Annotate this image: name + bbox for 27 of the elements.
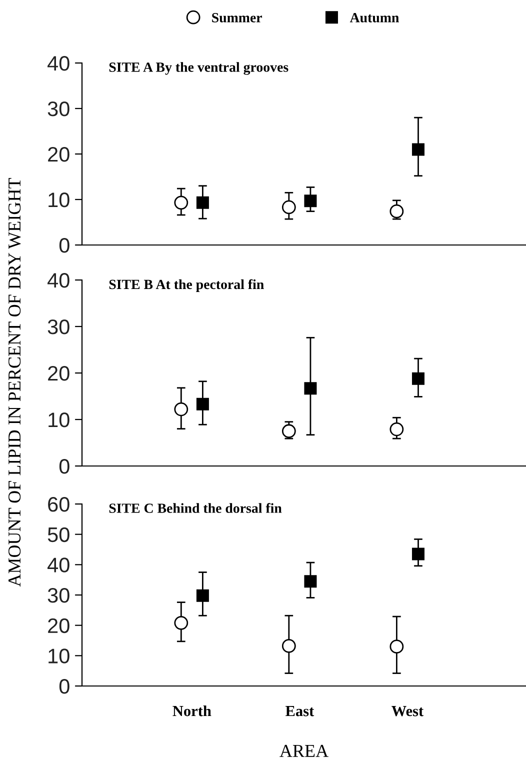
x-axis-title: AREA bbox=[280, 744, 328, 757]
y-tick-label: 0 bbox=[59, 679, 70, 694]
y-tick-label: 20 bbox=[48, 366, 70, 381]
y-tick-label: 30 bbox=[48, 102, 70, 116]
y-tick-label: 0 bbox=[59, 459, 70, 474]
y-tick-label: 60 bbox=[48, 497, 70, 512]
y-tick-label: 40 bbox=[48, 273, 70, 288]
y-tick-label: 20 bbox=[48, 618, 70, 634]
y-tick-label: 10 bbox=[48, 412, 70, 428]
y-tick-label: 30 bbox=[48, 588, 70, 603]
chart-title: SITE C Behind the dorsal fin bbox=[109, 503, 282, 513]
y-tick-label: 30 bbox=[48, 320, 70, 334]
legend-label: Summer bbox=[212, 13, 262, 22]
y-tick-label: 40 bbox=[48, 558, 70, 572]
legend-label: Autumn bbox=[350, 13, 399, 22]
y-tick-label: 10 bbox=[48, 192, 70, 208]
x-tick-label: North bbox=[172, 705, 212, 716]
chart-title: SITE A By the ventral grooves bbox=[109, 62, 288, 75]
x-tick-label: East bbox=[286, 706, 314, 716]
y-tick-label: 10 bbox=[48, 648, 70, 664]
chart-title: SITE B At the pectoral fin bbox=[109, 279, 264, 292]
y-tick-label: 20 bbox=[48, 147, 70, 162]
y-tick-label: 40 bbox=[48, 56, 70, 71]
y-tick-label: 50 bbox=[48, 527, 70, 542]
y-axis-title: AMOUNT OF LIPID IN PERCENT OF DRY WEIGHT bbox=[8, 178, 21, 587]
y-tick-label: 0 bbox=[59, 238, 70, 253]
x-tick-label: West bbox=[392, 706, 424, 716]
